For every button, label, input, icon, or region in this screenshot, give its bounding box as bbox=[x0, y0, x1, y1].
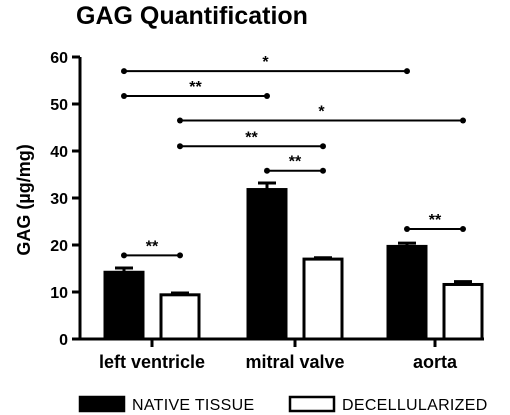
x-category-label: aorta bbox=[413, 352, 458, 372]
significance-endpoint bbox=[121, 93, 127, 100]
y-tick-label: 30 bbox=[50, 191, 68, 208]
significance-endpoint bbox=[404, 226, 410, 233]
y-tick-label: 10 bbox=[50, 285, 68, 302]
significance-label: ** bbox=[189, 79, 202, 96]
y-tick-label: 40 bbox=[50, 144, 68, 161]
significance-endpoint bbox=[264, 167, 270, 174]
legend-entry: NATIVE TISSUE bbox=[132, 397, 254, 414]
bar bbox=[103, 270, 145, 341]
axes: 0 10 20 30 40 50 60 left ventricle mitral valve a… bbox=[50, 50, 484, 372]
y-tick-label: 60 bbox=[50, 50, 68, 67]
bar bbox=[246, 188, 288, 341]
y-tick-label: 20 bbox=[50, 238, 68, 255]
significance-endpoint bbox=[177, 252, 183, 259]
significance-label: * bbox=[318, 103, 325, 120]
legend-swatch bbox=[78, 395, 126, 413]
chart-title: GAG Quantification bbox=[76, 2, 308, 30]
bar bbox=[442, 282, 484, 341]
significance-label: ** bbox=[146, 238, 159, 255]
significance-endpoint bbox=[404, 68, 410, 75]
significance-endpoint bbox=[177, 143, 183, 150]
legend-swatch bbox=[288, 395, 336, 413]
bar bbox=[302, 257, 344, 341]
bar bbox=[386, 244, 428, 341]
significance-label: ** bbox=[245, 129, 258, 146]
x-category-label: left ventricle bbox=[99, 352, 205, 372]
significance-label: ** bbox=[429, 212, 442, 229]
y-axis-label: GAG (µg/mg) bbox=[14, 144, 34, 255]
significance-endpoint bbox=[177, 117, 183, 124]
legend-entry: DECELLULARIZED bbox=[342, 397, 488, 414]
significance-endpoint bbox=[460, 117, 466, 124]
significance-brackets: ************ bbox=[121, 54, 466, 259]
significance-endpoint bbox=[121, 252, 127, 259]
bars bbox=[103, 181, 484, 341]
significance-label: * bbox=[262, 54, 269, 71]
y-tick-label: 50 bbox=[50, 97, 68, 114]
legend: NATIVE TISSUE DECELLULARIZED bbox=[78, 395, 488, 414]
significance-endpoint bbox=[320, 143, 326, 150]
significance-endpoint bbox=[320, 167, 326, 174]
significance-label: ** bbox=[289, 154, 302, 171]
y-tick-label: 0 bbox=[59, 332, 68, 349]
x-category-label: mitral valve bbox=[245, 352, 344, 372]
bar bbox=[159, 293, 201, 341]
significance-endpoint bbox=[460, 226, 466, 233]
significance-endpoint bbox=[121, 68, 127, 75]
significance-endpoint bbox=[264, 93, 270, 100]
